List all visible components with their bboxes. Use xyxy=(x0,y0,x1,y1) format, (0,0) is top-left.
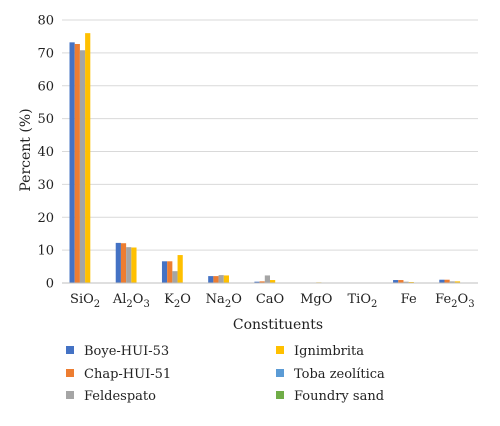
legend-label: Boye-HUI-53 xyxy=(84,344,169,359)
y-tick-label: 10 xyxy=(37,244,54,259)
bar xyxy=(254,281,260,283)
bars xyxy=(69,33,461,284)
bar xyxy=(177,255,183,283)
bar xyxy=(126,247,132,283)
bar xyxy=(444,279,450,283)
x-tick-label: Na2O xyxy=(206,292,242,310)
legend-item: Ignimbrita xyxy=(276,344,364,359)
y-tick-label: 30 xyxy=(37,178,54,193)
y-tick-label: 40 xyxy=(37,145,54,160)
bar xyxy=(398,280,404,283)
x-tick-label: CaO xyxy=(256,292,284,307)
legend-label: Feldespato xyxy=(84,389,156,404)
x-tick-label: TiO2 xyxy=(348,292,378,310)
bar xyxy=(270,280,276,283)
x-tick-label: Fe2O3 xyxy=(435,292,474,310)
bar xyxy=(403,281,409,283)
y-tick-label: 50 xyxy=(37,112,54,127)
bar xyxy=(208,276,214,283)
bar xyxy=(223,275,229,283)
bar xyxy=(131,247,137,283)
bar xyxy=(74,44,80,283)
legend-item: Foundry sand xyxy=(276,389,384,404)
x-axis-title: Constituents xyxy=(233,317,323,333)
bar xyxy=(167,261,173,283)
bar xyxy=(115,242,121,283)
y-tick-label: 70 xyxy=(37,46,54,61)
bar xyxy=(218,275,224,283)
x-tick-label: SiO2 xyxy=(70,292,100,310)
bar xyxy=(85,33,91,284)
y-tick-label: 60 xyxy=(37,79,54,94)
bar xyxy=(161,261,168,283)
bar xyxy=(69,42,75,283)
legend-item: Toba zeolítica xyxy=(276,367,385,382)
y-tick-label: 20 xyxy=(37,211,54,226)
legend-swatch xyxy=(66,369,74,377)
x-tick-label: Al2O3 xyxy=(112,292,150,310)
bar xyxy=(454,281,461,283)
legend-swatch xyxy=(66,391,74,399)
bar xyxy=(393,280,399,283)
y-axis-title: Percent (%) xyxy=(18,108,34,191)
legend-label: Toba zeolítica xyxy=(294,367,385,382)
bar xyxy=(213,276,219,283)
bar xyxy=(264,275,270,283)
legend-label: Ignimbrita xyxy=(294,344,364,359)
legend-swatch xyxy=(276,369,284,377)
x-tick-label: K2O xyxy=(164,292,191,310)
legend-item: Feldespato xyxy=(66,389,156,404)
legend-item: Boye-HUI-53 xyxy=(66,344,169,359)
gridlines xyxy=(62,19,478,251)
legend-swatch xyxy=(276,391,284,399)
y-tick-label: 0 xyxy=(46,277,54,292)
x-tick-labels: SiO2 Al2O3 K2O Na2O CaO MgO TiO2 Fe Fe2O3 xyxy=(70,292,475,310)
legend-swatch xyxy=(276,346,284,354)
bar xyxy=(449,281,455,283)
legend: Boye-HUI-53 Chap-HUI-51 Feldespato Ignimbri… xyxy=(66,344,385,404)
bar xyxy=(120,243,127,283)
legend-label: Foundry sand xyxy=(294,389,384,404)
bar xyxy=(259,281,265,283)
bar xyxy=(79,50,86,283)
y-tick-label: 80 xyxy=(37,14,54,29)
y-tick-labels: 0 10 20 30 40 50 60 70 80 xyxy=(37,14,54,292)
bar xyxy=(439,279,445,283)
bar xyxy=(172,271,178,283)
legend-item: Chap-HUI-51 xyxy=(66,367,171,382)
x-tick-label: MgO xyxy=(300,292,332,307)
legend-label: Chap-HUI-51 xyxy=(84,367,171,382)
x-tick-label: Fe xyxy=(401,292,417,307)
legend-swatch xyxy=(66,346,74,354)
